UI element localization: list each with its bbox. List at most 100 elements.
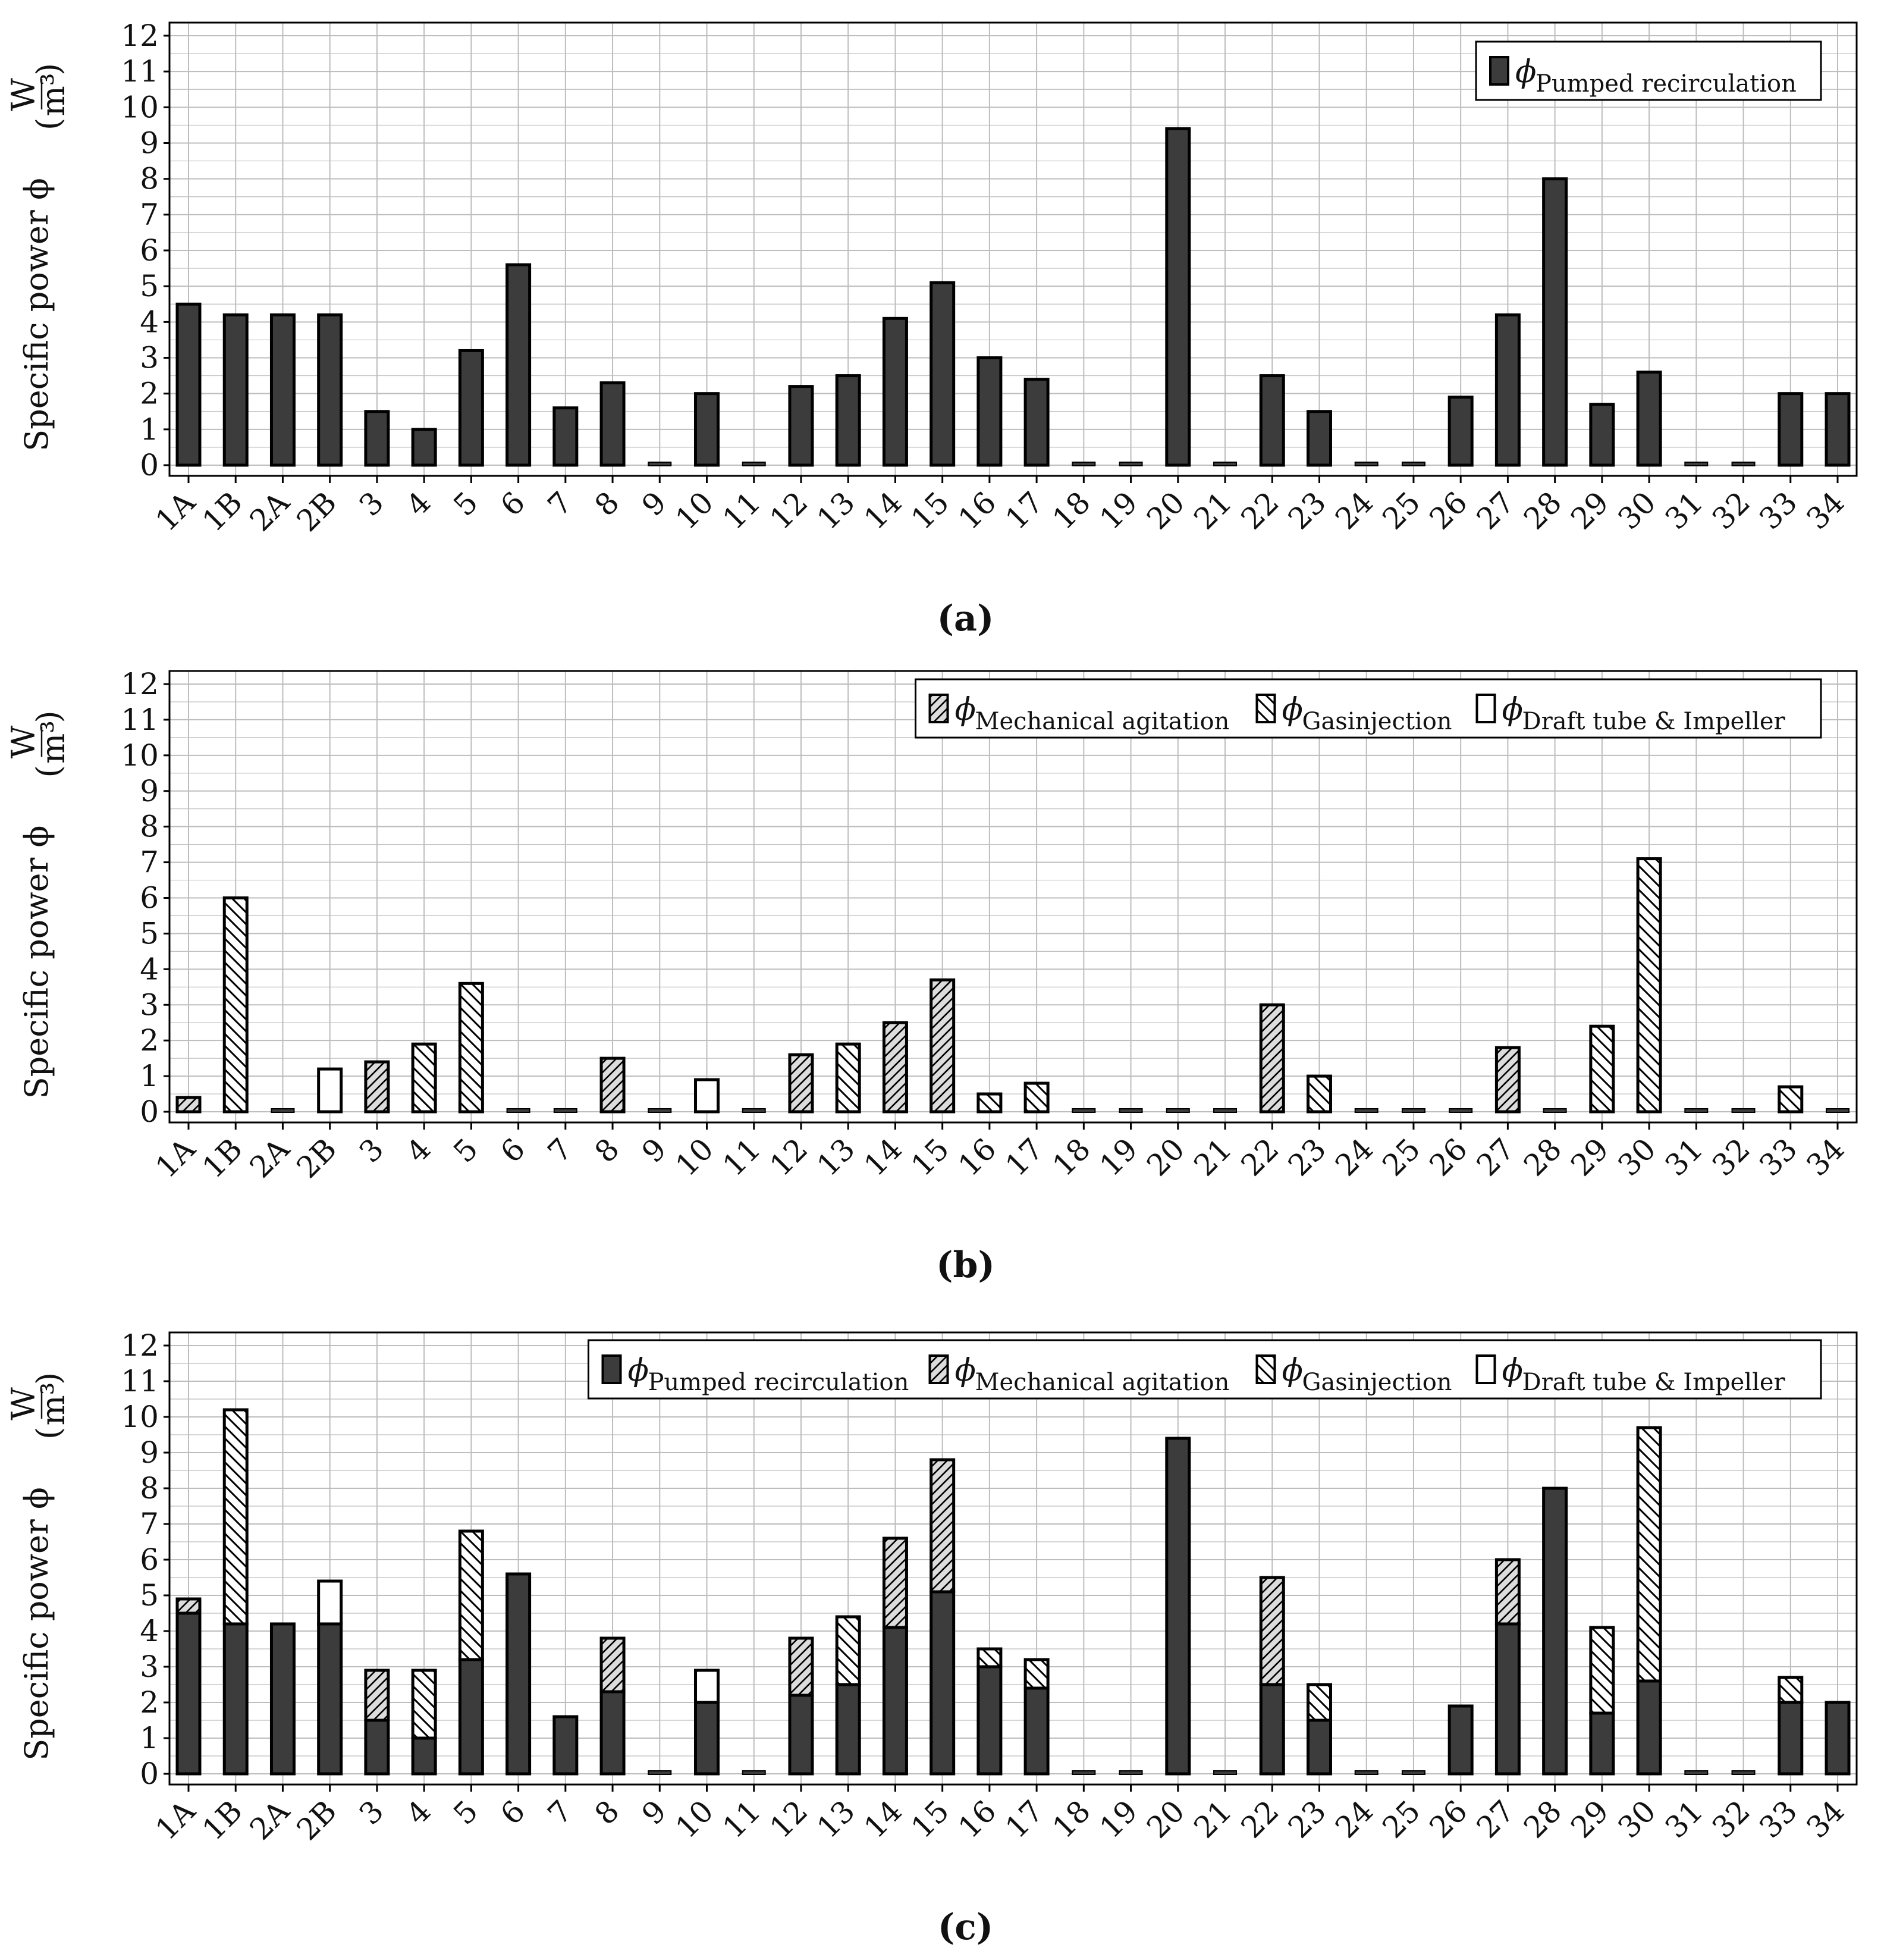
bar-pumped-12 (788, 1694, 814, 1776)
grid (169, 671, 1857, 1122)
bar-zero-34 (1826, 1108, 1850, 1113)
x-tick-label: 13 (811, 1131, 862, 1183)
legend-label-mechanical: Mechanical agitation (975, 1369, 1230, 1396)
x-tick-label: 2B (290, 485, 343, 538)
bar-pumped-26 (1447, 1704, 1474, 1776)
bar-pumped-2A (269, 1622, 296, 1776)
x-tick-label: 32 (1706, 1131, 1757, 1183)
bar-zero-25 (1401, 462, 1425, 466)
x-tick-label: 26 (1423, 1793, 1474, 1845)
bar-zero-9 (648, 1108, 672, 1113)
y-tick-label: 10 (121, 738, 159, 773)
legend-label-gas: Gasinjection (1302, 1369, 1452, 1396)
legend-symbol: ϕ (628, 1353, 649, 1388)
y-axis-label-paren-open: ( (30, 765, 67, 777)
legend-symbol: ϕ (1502, 692, 1523, 727)
bar-gas-5 (458, 981, 484, 1114)
bar-mechanical-27 (1494, 1046, 1521, 1114)
x-tick-label: 34 (1800, 1793, 1851, 1845)
x-tick-label: 1A (149, 485, 202, 538)
bar-zero-11 (742, 1108, 766, 1113)
x-tick-label: 17 (999, 485, 1050, 536)
bar-zero-25 (1401, 1770, 1425, 1775)
x-tick-label: 29 (1564, 1131, 1615, 1183)
bar-zero-18 (1072, 462, 1096, 466)
legend-label-pumped: Pumped recirculation (1536, 70, 1797, 98)
x-tick-label: 31 (1659, 1793, 1710, 1845)
bar-draft-10 (694, 1669, 720, 1704)
bar-zero-32 (1731, 1770, 1756, 1775)
legend-symbol: ϕ (955, 692, 976, 727)
y-axis-label-paren-close: ) (30, 63, 67, 76)
bar-pumped-22 (1259, 374, 1285, 467)
bar-gas-23 (1306, 1074, 1332, 1114)
x-tick-label: 19 (1093, 1793, 1144, 1845)
x-tick-label: 13 (811, 1793, 862, 1845)
bar-pumped-29 (1589, 1711, 1615, 1776)
bar-pumped-1A (175, 302, 202, 467)
x-tick-label: 11 (716, 1131, 767, 1183)
legend-box (915, 678, 1822, 739)
legend-label-pumped: Pumped recirculation (648, 1369, 909, 1396)
bar-mechanical-3 (364, 1669, 390, 1722)
y-tick-label: 3 (140, 987, 159, 1022)
bar-pumped-34 (1825, 392, 1851, 467)
bar-pumped-4 (411, 1736, 437, 1776)
bar-pumped-8 (599, 381, 626, 467)
y-tick-label: 4 (140, 305, 159, 339)
bars (175, 127, 1851, 467)
bar-pumped-3 (364, 410, 390, 467)
bar-pumped-2B (317, 313, 343, 467)
x-tick-label: 8 (588, 485, 626, 523)
y-tick-label: 2 (140, 1023, 159, 1058)
y-tick-label: 6 (140, 881, 159, 915)
y-tick-label: 1 (140, 1059, 159, 1093)
legend-box (588, 1339, 1822, 1400)
bar-gas-29 (1589, 1626, 1615, 1715)
bar-gas-1B (222, 1408, 249, 1626)
x-tick-label: 23 (1282, 485, 1333, 536)
x-tick-label: 1B (196, 485, 249, 538)
bar-pumped-1B (222, 1622, 249, 1776)
legend-swatch-mechanical (928, 1354, 949, 1384)
bar-zero-11 (742, 462, 766, 466)
y-tick-label: 11 (121, 54, 159, 89)
legend-symbol: ϕ (1515, 54, 1536, 90)
x-tick-label: 25 (1376, 1131, 1427, 1183)
x-tick-label: 4 (400, 485, 438, 523)
legend-label-gas: Gasinjection (1302, 708, 1452, 735)
bar-zero-19 (1119, 462, 1143, 466)
bar-pumped-13 (835, 1683, 861, 1776)
x-tick-label: 15 (905, 485, 956, 536)
y-tick-label: 12 (121, 1328, 159, 1363)
x-tick-label: 15 (905, 1131, 956, 1183)
bar-pumped-27 (1494, 1622, 1521, 1776)
x-tick-label: 22 (1235, 485, 1286, 536)
x-tick-label: 6 (494, 1131, 532, 1169)
bar-zero-25 (1401, 1108, 1425, 1113)
x-tick-label: 34 (1800, 1131, 1851, 1183)
bar-gas-16 (976, 1092, 1003, 1114)
x-tick-label: 22 (1235, 1793, 1286, 1845)
x-tick-label: 23 (1282, 1793, 1333, 1845)
bar-gas-17 (1023, 1081, 1050, 1114)
x-tick-label: 9 (635, 1131, 673, 1169)
bar-mechanical-22 (1259, 1003, 1285, 1114)
x-tick-label: 28 (1517, 485, 1568, 536)
bar-pumped-10 (694, 392, 720, 467)
x-tick-label: 15 (905, 1793, 956, 1845)
y-tick-label: 8 (140, 162, 159, 196)
bar-draft-2B (317, 1067, 343, 1114)
bar-pumped-30 (1636, 371, 1662, 467)
x-tick-label: 25 (1376, 1793, 1427, 1845)
x-tick-label: 12 (763, 1131, 814, 1183)
x-tick-label: 27 (1470, 1131, 1521, 1183)
legend-swatch-draft (1475, 1354, 1496, 1384)
bar-draft-10 (694, 1078, 720, 1114)
